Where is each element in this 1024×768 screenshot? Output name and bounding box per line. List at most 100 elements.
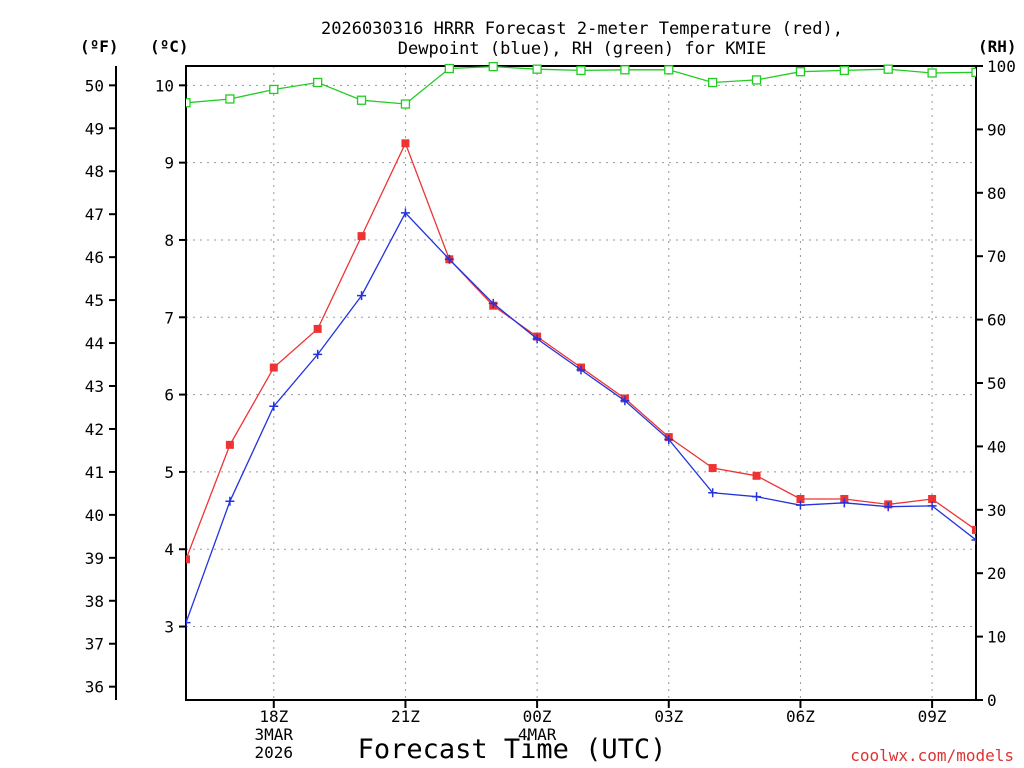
dewpoint-point-32: [883, 502, 893, 512]
time-tick-label-21-0: 21Z: [391, 707, 420, 726]
rh-tick-label-90: 90: [987, 120, 1006, 139]
temperature-point-19: [313, 324, 322, 333]
chart-title-line-2: Dewpoint (blue), RH (green) for KMIE: [398, 39, 766, 59]
dewpoint-point-31: [839, 498, 849, 508]
fahrenheit-tick-label-43: 43: [85, 377, 104, 396]
rh-line: [186, 65, 976, 105]
credit-text: coolwx.com/models: [850, 746, 1014, 765]
dewpoint-point-29: [752, 492, 762, 502]
celsius-tick-label-6: 6: [164, 386, 174, 405]
celsius-unit-label: (ºC): [150, 37, 189, 56]
rh-point-22: [444, 63, 454, 74]
dewpoint-point-30: [795, 500, 805, 510]
dewpoint-point-21: [400, 208, 410, 218]
fahrenheit-tick-label-48: 48: [85, 162, 104, 181]
fahrenheit-tick-label-45: 45: [85, 291, 104, 310]
celsius-tick-label-9: 9: [164, 154, 174, 173]
rh-point-29: [751, 75, 762, 85]
dewpoint-point-20: [357, 291, 367, 301]
dewpoint-point-27: [664, 434, 674, 444]
fahrenheit-tick-label-41: 41: [85, 463, 104, 482]
fahrenheit-tick-label-40: 40: [85, 506, 104, 525]
rh-tick-label-20: 20: [987, 564, 1006, 583]
rh-point-24: [532, 64, 542, 74]
time-tick-label-18-0: 18Z: [259, 707, 288, 726]
dewpoint-point-23: [488, 298, 498, 308]
time-tick-label-24-0: 00Z: [523, 707, 552, 726]
temperature-point-18: [269, 363, 278, 372]
celsius-tick-label-8: 8: [164, 231, 174, 250]
rh-tick-label-40: 40: [987, 437, 1006, 456]
temperature-point-29: [752, 471, 761, 480]
rh-tick-label-0: 0: [987, 691, 997, 710]
rh-point-20: [356, 95, 367, 105]
temperature-point-17: [225, 440, 234, 449]
temperature-point-28: [708, 464, 717, 473]
rh-tick-label-80: 80: [987, 184, 1006, 203]
dewpoint-point-24: [532, 334, 542, 344]
time-tick-label-24-1: 4MAR: [518, 725, 557, 744]
rh-point-27: [664, 65, 674, 75]
rh-point-16: [186, 98, 191, 108]
fahrenheit-tick-label-38: 38: [85, 592, 104, 611]
grid-lines: [186, 66, 976, 700]
rh-point-31: [839, 65, 849, 76]
fahrenheit-tick-label-37: 37: [85, 635, 104, 654]
rh-tick-label-60: 60: [987, 311, 1006, 330]
rh-point-19: [313, 77, 323, 88]
temperature-line: [186, 141, 976, 560]
temperature-point-16: [186, 555, 190, 564]
rh-point-17: [225, 94, 235, 104]
fahrenheit-tick-label-47: 47: [85, 205, 104, 224]
dewpoint-point-28: [708, 488, 718, 498]
rh-point-33: [927, 68, 937, 78]
fahrenheit-tick-label-36: 36: [85, 678, 104, 697]
chart-title-line-1: 2026030316 HRRR Forecast 2-meter Tempera…: [321, 19, 843, 39]
celsius-tick-label-10: 10: [155, 76, 174, 95]
dewpoint-point-26: [620, 396, 630, 406]
axes: 3637383940414243444546474849503456789100…: [85, 57, 1016, 762]
time-tick-label-33-0: 09Z: [918, 707, 947, 726]
dewpoint-point-33: [927, 501, 937, 511]
dewpoint-series: [186, 208, 976, 628]
rh-tick-label-100: 100: [987, 57, 1016, 76]
rh-point-26: [620, 65, 630, 75]
temperature-point-33: [928, 494, 937, 503]
fahrenheit-tick-label-42: 42: [85, 420, 104, 439]
fahrenheit-tick-label-50: 50: [85, 76, 104, 95]
dewpoint-line: [186, 211, 976, 623]
rh-point-21: [400, 99, 411, 109]
dewpoint-point-18: [269, 401, 279, 411]
time-tick-label-18-2: 2026: [255, 743, 294, 762]
dewpoint-point-22: [444, 254, 454, 264]
celsius-tick-label-5: 5: [164, 463, 174, 482]
dewpoint-point-16: [186, 618, 191, 628]
time-tick-label-30-0: 06Z: [786, 707, 815, 726]
x-axis-label: Forecast Time (UTC): [358, 734, 667, 765]
dewpoint-point-34: [971, 535, 976, 545]
dewpoint-point-17: [225, 496, 235, 506]
temperature-point-30: [796, 494, 805, 503]
temperature-point-34: [972, 525, 976, 534]
fahrenheit-tick-label-39: 39: [85, 549, 104, 568]
rh-point-28: [708, 77, 718, 88]
rh-point-34: [971, 67, 976, 77]
rh-tick-label-10: 10: [987, 628, 1006, 647]
rh-point-18: [269, 84, 279, 95]
rh-point-23: [488, 62, 498, 72]
temperature-point-21: [401, 139, 410, 148]
rh-tick-label-50: 50: [987, 374, 1006, 393]
data-series: [186, 62, 976, 628]
time-tick-label-18-1: 3MAR: [255, 725, 294, 744]
rh-point-25: [576, 65, 586, 76]
rh-tick-label-30: 30: [987, 501, 1006, 520]
fahrenheit-tick-label-46: 46: [85, 248, 104, 267]
rh-point-32: [883, 64, 893, 74]
dewpoint-point-19: [313, 349, 323, 359]
temperature-point-20: [357, 232, 366, 241]
celsius-tick-label-7: 7: [164, 308, 174, 327]
fahrenheit-tick-label-49: 49: [85, 119, 104, 138]
fahrenheit-unit-label: (ºF): [80, 37, 119, 56]
